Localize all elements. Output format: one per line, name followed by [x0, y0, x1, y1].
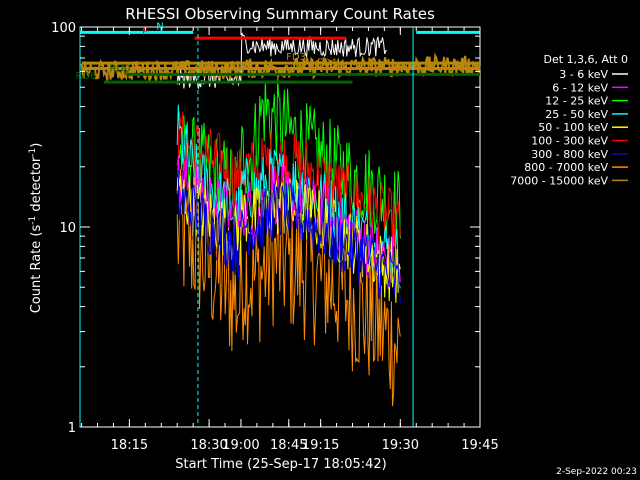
x-tick-label-1: 18:30	[190, 438, 227, 453]
legend-label-0: 3 - 6 keV	[559, 68, 608, 81]
axes: 18:15 18:30 18:45 19:00 19:15 19:30 19:45 1 10 10…	[51, 21, 499, 453]
series-line-7	[176, 168, 401, 407]
series-line-5	[176, 111, 401, 253]
y-tick-label-2: 100	[51, 21, 76, 36]
legend-label-5: 100 - 300 keV	[531, 135, 608, 148]
legend-label-6: 300 - 800 keV	[531, 148, 608, 161]
y-tick-label-1: 10	[59, 221, 76, 236]
flag-label-F: F	[142, 27, 148, 38]
flag-bars: NF FD3 FD4 RD0 RD6	[75, 21, 480, 84]
x-tick-label-6: 19:45	[461, 438, 498, 453]
x-tick-label-4: 19:15	[302, 438, 339, 453]
footer-timestamp: 2-Sep-2022 00:23	[556, 467, 637, 477]
y-axis-label-main: Count Rate (s	[29, 225, 44, 314]
series-line-6	[176, 170, 401, 304]
legend-label-4: 50 - 100 keV	[538, 121, 608, 134]
flag-label-FD4: FD4	[317, 58, 337, 69]
legend-label-7: 800 - 7000 keV	[524, 161, 608, 174]
series-line-2	[176, 78, 401, 247]
flag-label-N: N	[156, 21, 163, 32]
x-tick-label-0: 18:15	[111, 438, 148, 453]
x-tick-label-3: 19:00	[222, 438, 259, 453]
y-axis-label-end: )	[29, 143, 44, 148]
y-axis-label-mid: detector	[29, 156, 44, 216]
y-axis-label-exp2: -1	[28, 148, 38, 157]
y-axis-label-exp1: -1	[28, 216, 38, 225]
x-tick-label-2: 18:45	[270, 438, 307, 453]
legend-label-8: 7000 - 15000 keV	[510, 174, 608, 187]
chart-title: RHESSI Observing Summary Count Rates	[125, 5, 435, 23]
legend-label-2: 12 - 25 keV	[545, 95, 608, 108]
legend-label-1: 6 - 12 keV	[552, 81, 608, 94]
legend-label-3: 25 - 50 keV	[545, 108, 608, 121]
flag-label-FD3: FD3	[286, 52, 306, 63]
flag-label-RD0: RD0	[109, 63, 130, 74]
flag-label-RD6: RD6	[75, 71, 96, 82]
x-axis-label: Start Time (25-Sep-17 18:05:42)	[175, 457, 386, 472]
y-axis-label: Count Rate (s-1 detector-1)	[28, 143, 44, 314]
legend-header: Det 1,3,6, Att 0	[544, 53, 628, 66]
x-tick-label-5: 19:30	[382, 438, 419, 453]
y-tick-label-0: 1	[68, 421, 76, 436]
